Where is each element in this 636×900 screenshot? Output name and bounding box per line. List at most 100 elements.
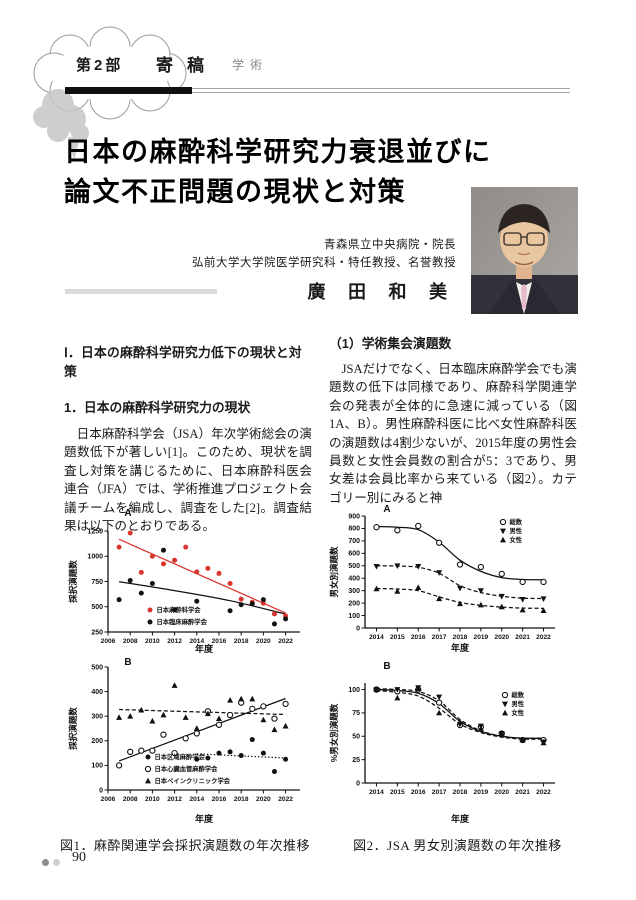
footer-dot-primary: [42, 859, 49, 866]
svg-text:2016: 2016: [212, 796, 227, 803]
svg-text:300: 300: [348, 588, 360, 595]
right-column: （1）学術集会演題数 JSAだけでなく、日本臨床麻酔学会でも演題数の低下は同様で…: [329, 333, 577, 507]
left-column-paragraph: 日本麻酔科学会（JSA）年次学術総会の演題数低下が著しい[1]。このため、現状を…: [64, 427, 312, 534]
figure2-caption: 図2．JSA 男女別演題数の年次推移: [353, 838, 562, 853]
author-name: 廣 田 和 美: [307, 282, 456, 302]
figure1-panelA-chart: 250 500 750 1000 1250 2006 2008 2010 2012 2014 201…: [68, 508, 300, 654]
svg-text:年度: 年度: [451, 642, 470, 653]
section-tag: 学術: [232, 58, 269, 72]
svg-text:2008: 2008: [123, 638, 138, 645]
page-number: 90: [72, 850, 86, 865]
svg-text:400: 400: [348, 576, 360, 583]
svg-text:2010: 2010: [145, 638, 160, 645]
svg-text:1250: 1250: [87, 528, 103, 535]
svg-text:250: 250: [91, 629, 103, 636]
svg-text:2021: 2021: [515, 634, 530, 641]
svg-text:2017: 2017: [432, 789, 447, 796]
svg-text:2020: 2020: [494, 789, 509, 796]
svg-text:2022: 2022: [278, 796, 293, 803]
svg-text:採択演題数: 採択演題数: [68, 560, 78, 603]
section-heading-2: （1）学術集会演題数: [329, 336, 452, 351]
svg-text:1000: 1000: [87, 554, 103, 561]
svg-text:総数: 総数: [512, 690, 525, 699]
svg-text:2021: 2021: [515, 789, 530, 796]
svg-text:2022: 2022: [536, 634, 551, 641]
svg-text:男性: 男性: [512, 699, 525, 708]
svg-text:2014: 2014: [369, 634, 384, 641]
svg-text:600: 600: [348, 551, 360, 558]
svg-text:75: 75: [352, 710, 360, 717]
svg-text:2014: 2014: [189, 638, 204, 645]
author-affiliation-2: 弘前大学大学院医学研究科・特任教授、名誉教授: [192, 257, 456, 269]
figure-1: 250 500 750 1000 1250 2006 2008 2010 2012 2014 201…: [60, 500, 310, 854]
figure2-panelA-chart: 0 100 200 300 400 500 600 700 800 900 2014 2015 2016…: [329, 504, 555, 653]
svg-text:2019: 2019: [474, 634, 489, 641]
svg-text:2006: 2006: [101, 638, 116, 645]
svg-text:2018: 2018: [453, 789, 468, 796]
svg-text:2006: 2006: [101, 796, 116, 803]
tree-silhouette-decoration: [33, 89, 89, 161]
figure2-panelB-chart: 0 25 50 75 100 2014 2015 2016 2017 2018 2019 2020 20…: [329, 661, 555, 824]
svg-text:男性: 男性: [510, 526, 523, 535]
svg-text:2022: 2022: [278, 638, 293, 645]
svg-text:総数: 総数: [510, 517, 523, 526]
svg-text:500: 500: [348, 563, 360, 570]
svg-text:2010: 2010: [145, 796, 160, 803]
svg-text:2012: 2012: [167, 796, 182, 803]
svg-text:2014: 2014: [369, 789, 384, 796]
svg-text:2016: 2016: [411, 634, 426, 641]
svg-text:200: 200: [348, 600, 360, 607]
svg-text:25: 25: [352, 757, 360, 764]
section-title: 寄稿: [156, 56, 218, 75]
svg-text:女性: 女性: [510, 535, 523, 544]
svg-text:日本麻酔科学会: 日本麻酔科学会: [157, 605, 202, 614]
author-divider-bar: [65, 289, 217, 294]
author-block: 青森県立中央病院・院長 弘前大学大学院医学研究科・特任教授、名誉教授 廣 田 和…: [126, 236, 456, 304]
svg-text:日本ペインクリニック学会: 日本ペインクリニック学会: [155, 776, 231, 785]
svg-text:2016: 2016: [212, 638, 227, 645]
svg-text:100: 100: [348, 613, 360, 620]
svg-text:日本区域麻酔学会: 日本区域麻酔学会: [155, 752, 206, 761]
svg-text:2014: 2014: [189, 796, 204, 803]
svg-text:日本臨床麻酔学会: 日本臨床麻酔学会: [157, 617, 208, 626]
part-label: 第2部: [76, 57, 124, 74]
svg-text:2018: 2018: [234, 638, 249, 645]
svg-text:400: 400: [91, 689, 103, 696]
svg-text:500: 500: [91, 664, 103, 671]
svg-text:2015: 2015: [390, 789, 405, 796]
author-affiliation-1: 青森県立中央病院・院長: [324, 239, 456, 251]
header-thin-rule: [192, 88, 570, 93]
svg-text:500: 500: [91, 604, 103, 611]
svg-text:700: 700: [348, 538, 360, 545]
svg-text:2012: 2012: [167, 638, 182, 645]
svg-text:0: 0: [356, 780, 360, 787]
svg-text:日本心臓血管麻酔学会: 日本心臓血管麻酔学会: [155, 764, 219, 773]
svg-text:100: 100: [91, 763, 103, 770]
figure1-panelB-chart: 0 100 200 300 400 500 2006 2008 2010 2012 2014 2016…: [68, 657, 300, 824]
svg-text:男女別演題数: 男女別演題数: [329, 546, 339, 598]
footer-dot-secondary: [53, 859, 60, 866]
article-title: 日本の麻酔科学研究力衰退並びに 論文不正問題の現状と対策: [64, 132, 492, 212]
svg-text:年度: 年度: [195, 643, 214, 654]
svg-text:2020: 2020: [256, 638, 271, 645]
article-title-line1: 日本の麻酔科学研究力衰退並びに: [64, 137, 492, 167]
svg-text:B: B: [383, 661, 390, 672]
svg-text:2008: 2008: [123, 796, 138, 803]
svg-text:年度: 年度: [451, 813, 470, 824]
svg-text:750: 750: [91, 579, 103, 586]
svg-text:2018: 2018: [453, 634, 468, 641]
left-column: Ⅰ．日本の麻酔科学研究力低下の現状と対策 1．日本の麻酔科学研究力の現状 日本麻…: [64, 342, 312, 535]
svg-text:50: 50: [352, 734, 360, 741]
svg-text:女性: 女性: [512, 708, 525, 717]
svg-text:100: 100: [348, 687, 360, 694]
section-heading-1: Ⅰ．日本の麻酔科学研究力低下の現状と対策: [64, 345, 302, 379]
author-portrait-photo: [471, 187, 578, 314]
svg-text:2020: 2020: [494, 634, 509, 641]
svg-text:2015: 2015: [390, 634, 405, 641]
svg-text:%男女別演題数: %男女別演題数: [329, 703, 339, 762]
svg-text:300: 300: [91, 714, 103, 721]
svg-text:年度: 年度: [195, 813, 214, 824]
svg-text:2019: 2019: [474, 789, 489, 796]
svg-text:2022: 2022: [536, 789, 551, 796]
